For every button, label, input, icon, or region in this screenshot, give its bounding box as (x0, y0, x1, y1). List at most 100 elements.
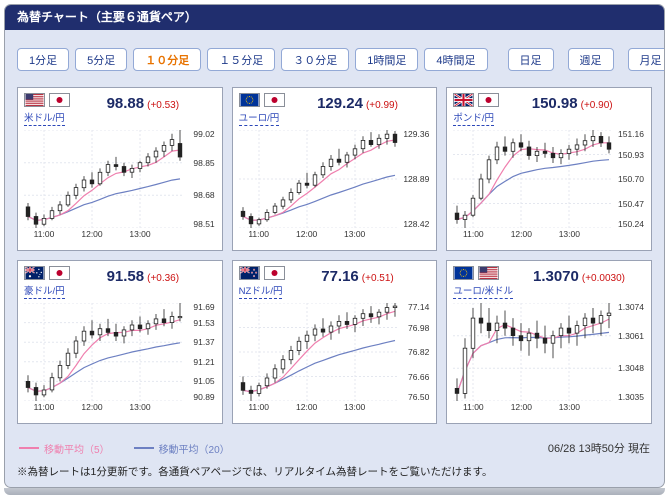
pair-change: (+0.51) (361, 273, 394, 284)
pair-link[interactable]: ユーロ/円 (238, 110, 280, 126)
x-axis-labels: 11:00 12:00 13:00 (24, 401, 184, 413)
timeframe-button[interactable]: 5分足 (75, 48, 128, 71)
timeframe-group: 1分足 5分足 １０分足 １５分足 ３０分足 1時間足 4時間足 (17, 48, 488, 71)
x-axis-tick: 12:00 (81, 229, 103, 239)
x-axis-tick: 13:00 (129, 402, 151, 412)
pair-link[interactable]: ポンド/円 (453, 110, 494, 126)
x-axis-tick: 11:00 (463, 402, 484, 412)
timeframe-button[interactable]: 1時間足 (355, 48, 419, 71)
pair-link[interactable]: NZドル/円 (238, 283, 283, 299)
pair-link[interactable]: 米ドル/円 (24, 110, 65, 126)
x-axis-tick: 12:00 (81, 402, 103, 412)
timeframe-button[interactable]: １５分足 (207, 48, 276, 71)
price-block: 1.3070 (+0.0030) (513, 268, 645, 299)
pair-change: (+0.53) (147, 100, 180, 111)
y-axis-tick: 150.93 (618, 149, 644, 160)
x-axis-labels: 11:00 12:00 13:00 (453, 401, 613, 413)
flag-pair (453, 266, 513, 280)
y-axis-tick: 1.3048 (618, 363, 644, 374)
widget-bottom-edge (4, 488, 665, 495)
chart-panel-header: NZドル/円 77.16 (+0.51) (238, 266, 431, 299)
price-block: 91.58 (+0.36) (70, 268, 216, 299)
flag-jp-icon (263, 93, 285, 107)
moving-average-line-swatch (19, 447, 39, 449)
x-axis-tick: 11:00 (463, 229, 484, 239)
x-axis-labels: 11:00 12:00 13:00 (24, 228, 184, 240)
fx-chart-widget: 為替チャート（主要６通貨ペア） 1分足 5分足 １０分足 １５分足 ３０分足 1時間足 4時… (4, 4, 665, 488)
flag-au-icon (24, 266, 45, 280)
y-axis-labels: 129.36 128.89 128.42 (399, 129, 431, 229)
y-axis-tick: 77.14 (408, 302, 430, 312)
chart-panel-header: ユーロ/円 129.24 (+0.99) (238, 93, 431, 126)
legend-item: 移動平均（20） (133, 441, 230, 456)
timeframe-button[interactable]: 月足 (627, 48, 664, 71)
chart-body: 11:00 12:00 13:00 77.14 76.98 76.82 76.66 76.5… (238, 302, 431, 413)
y-axis-tick: 150.24 (618, 219, 644, 229)
y-axis-tick: 76.66 (408, 371, 430, 382)
y-axis-tick: 150.47 (618, 198, 644, 209)
timeframe-button[interactable]: １０分足 (133, 48, 202, 71)
last-updated-timestamp: 06/28 13時50分 現在 (547, 443, 650, 455)
x-axis-tick: 12:00 (296, 229, 318, 239)
y-axis-tick: 99.02 (193, 129, 215, 139)
flag-pair (24, 93, 70, 107)
y-axis-labels: 91.69 91.53 91.37 91.21 91.05 90.89 (184, 302, 216, 402)
y-axis-tick: 76.82 (408, 347, 430, 357)
timeframe-button[interactable]: ３０分足 (281, 48, 350, 71)
chart-body: 11:00 12:00 13:00 91.69 91.53 91.37 91.21 91.0… (24, 302, 216, 413)
legend-label: 移動平均（5） (44, 444, 110, 456)
pair-price: 1.3070 (532, 268, 579, 285)
pair-change: (+0.99) (365, 100, 398, 111)
timeframe-toolbar: 1分足 5分足 １０分足 １５分足 ３０分足 1時間足 4時間足 日足 週足 月足 (17, 48, 664, 71)
y-axis-tick: 129.36 (403, 129, 430, 139)
pair-price: 129.24 (317, 95, 363, 112)
y-axis-tick: 128.89 (403, 174, 430, 184)
y-axis-labels: 99.02 98.85 98.68 98.51 (184, 129, 216, 229)
y-axis-tick: 98.51 (193, 219, 215, 229)
flag-jp-icon (478, 93, 500, 107)
footnote: ※為替レートは1分更新です。各通貨ペアページでは、リアルタイム為替レートをご覧い… (17, 466, 493, 478)
price-block: 77.16 (+0.51) (285, 268, 431, 299)
timeframe-button[interactable]: 日足 (507, 48, 554, 71)
timeframe-button[interactable]: 1分足 (17, 48, 70, 71)
y-axis-tick: 150.70 (618, 174, 644, 184)
chart-body: 11:00 12:00 13:00 129.36 128.89 128.42 (238, 129, 431, 240)
y-axis-tick: 91.37 (193, 337, 215, 348)
flag-pair (453, 93, 500, 107)
y-axis-tick: 91.21 (193, 356, 215, 367)
chart-body: 11:00 12:00 13:00 1.3074 1.3061 1.3048 1.3035 (453, 302, 645, 413)
y-axis-tick: 90.89 (193, 392, 215, 402)
chart-panel: ポンド/円 150.98 (+0.90) 11:00 12:00 13:00 151.… (446, 87, 652, 251)
pair-price: 77.16 (321, 268, 359, 285)
pair-link[interactable]: 豪ドル/円 (24, 283, 65, 299)
flag-gb-icon (453, 93, 475, 107)
pair-price: 91.58 (106, 268, 145, 285)
x-axis-tick: 11:00 (248, 229, 269, 239)
x-axis-tick: 13:00 (129, 229, 151, 239)
y-axis-tick: 91.53 (193, 317, 215, 328)
candlestick-chart (453, 303, 614, 401)
price-block: 150.98 (+0.90) (499, 95, 645, 126)
legend-item: 移動平均（5） (19, 441, 110, 456)
x-axis-tick: 13:00 (344, 402, 366, 412)
x-axis-tick: 12:00 (510, 229, 532, 239)
chart-panel: 豪ドル/円 91.58 (+0.36) 11:00 12:00 13:00 91.69… (17, 260, 223, 424)
pair-change: (+0.90) (580, 100, 613, 111)
timeframe-button[interactable]: 週足 (567, 48, 614, 71)
chart-panel: 米ドル/円 98.88 (+0.53) 11:00 12:00 13:00 99.02… (17, 87, 223, 251)
page-title: 為替チャート（主要６通貨ペア） (17, 10, 197, 24)
y-axis-tick: 76.98 (408, 322, 430, 333)
price-block: 129.24 (+0.99) (285, 95, 431, 126)
flag-pair (238, 93, 285, 107)
candlestick-chart (238, 130, 399, 228)
y-axis-labels: 1.3074 1.3061 1.3048 1.3035 (613, 302, 645, 402)
pair-link[interactable]: ユーロ/米ドル (453, 283, 513, 299)
y-axis-tick: 98.68 (193, 190, 215, 201)
y-axis-tick: 76.50 (408, 392, 430, 402)
flag-pair (238, 266, 285, 280)
chart-body: 11:00 12:00 13:00 151.16 150.93 150.70 150.47… (453, 129, 645, 240)
title-bar: 為替チャート（主要６通貨ペア） (5, 5, 664, 30)
x-axis-tick: 11:00 (33, 229, 55, 239)
timeframe-button[interactable]: 4時間足 (424, 48, 488, 71)
